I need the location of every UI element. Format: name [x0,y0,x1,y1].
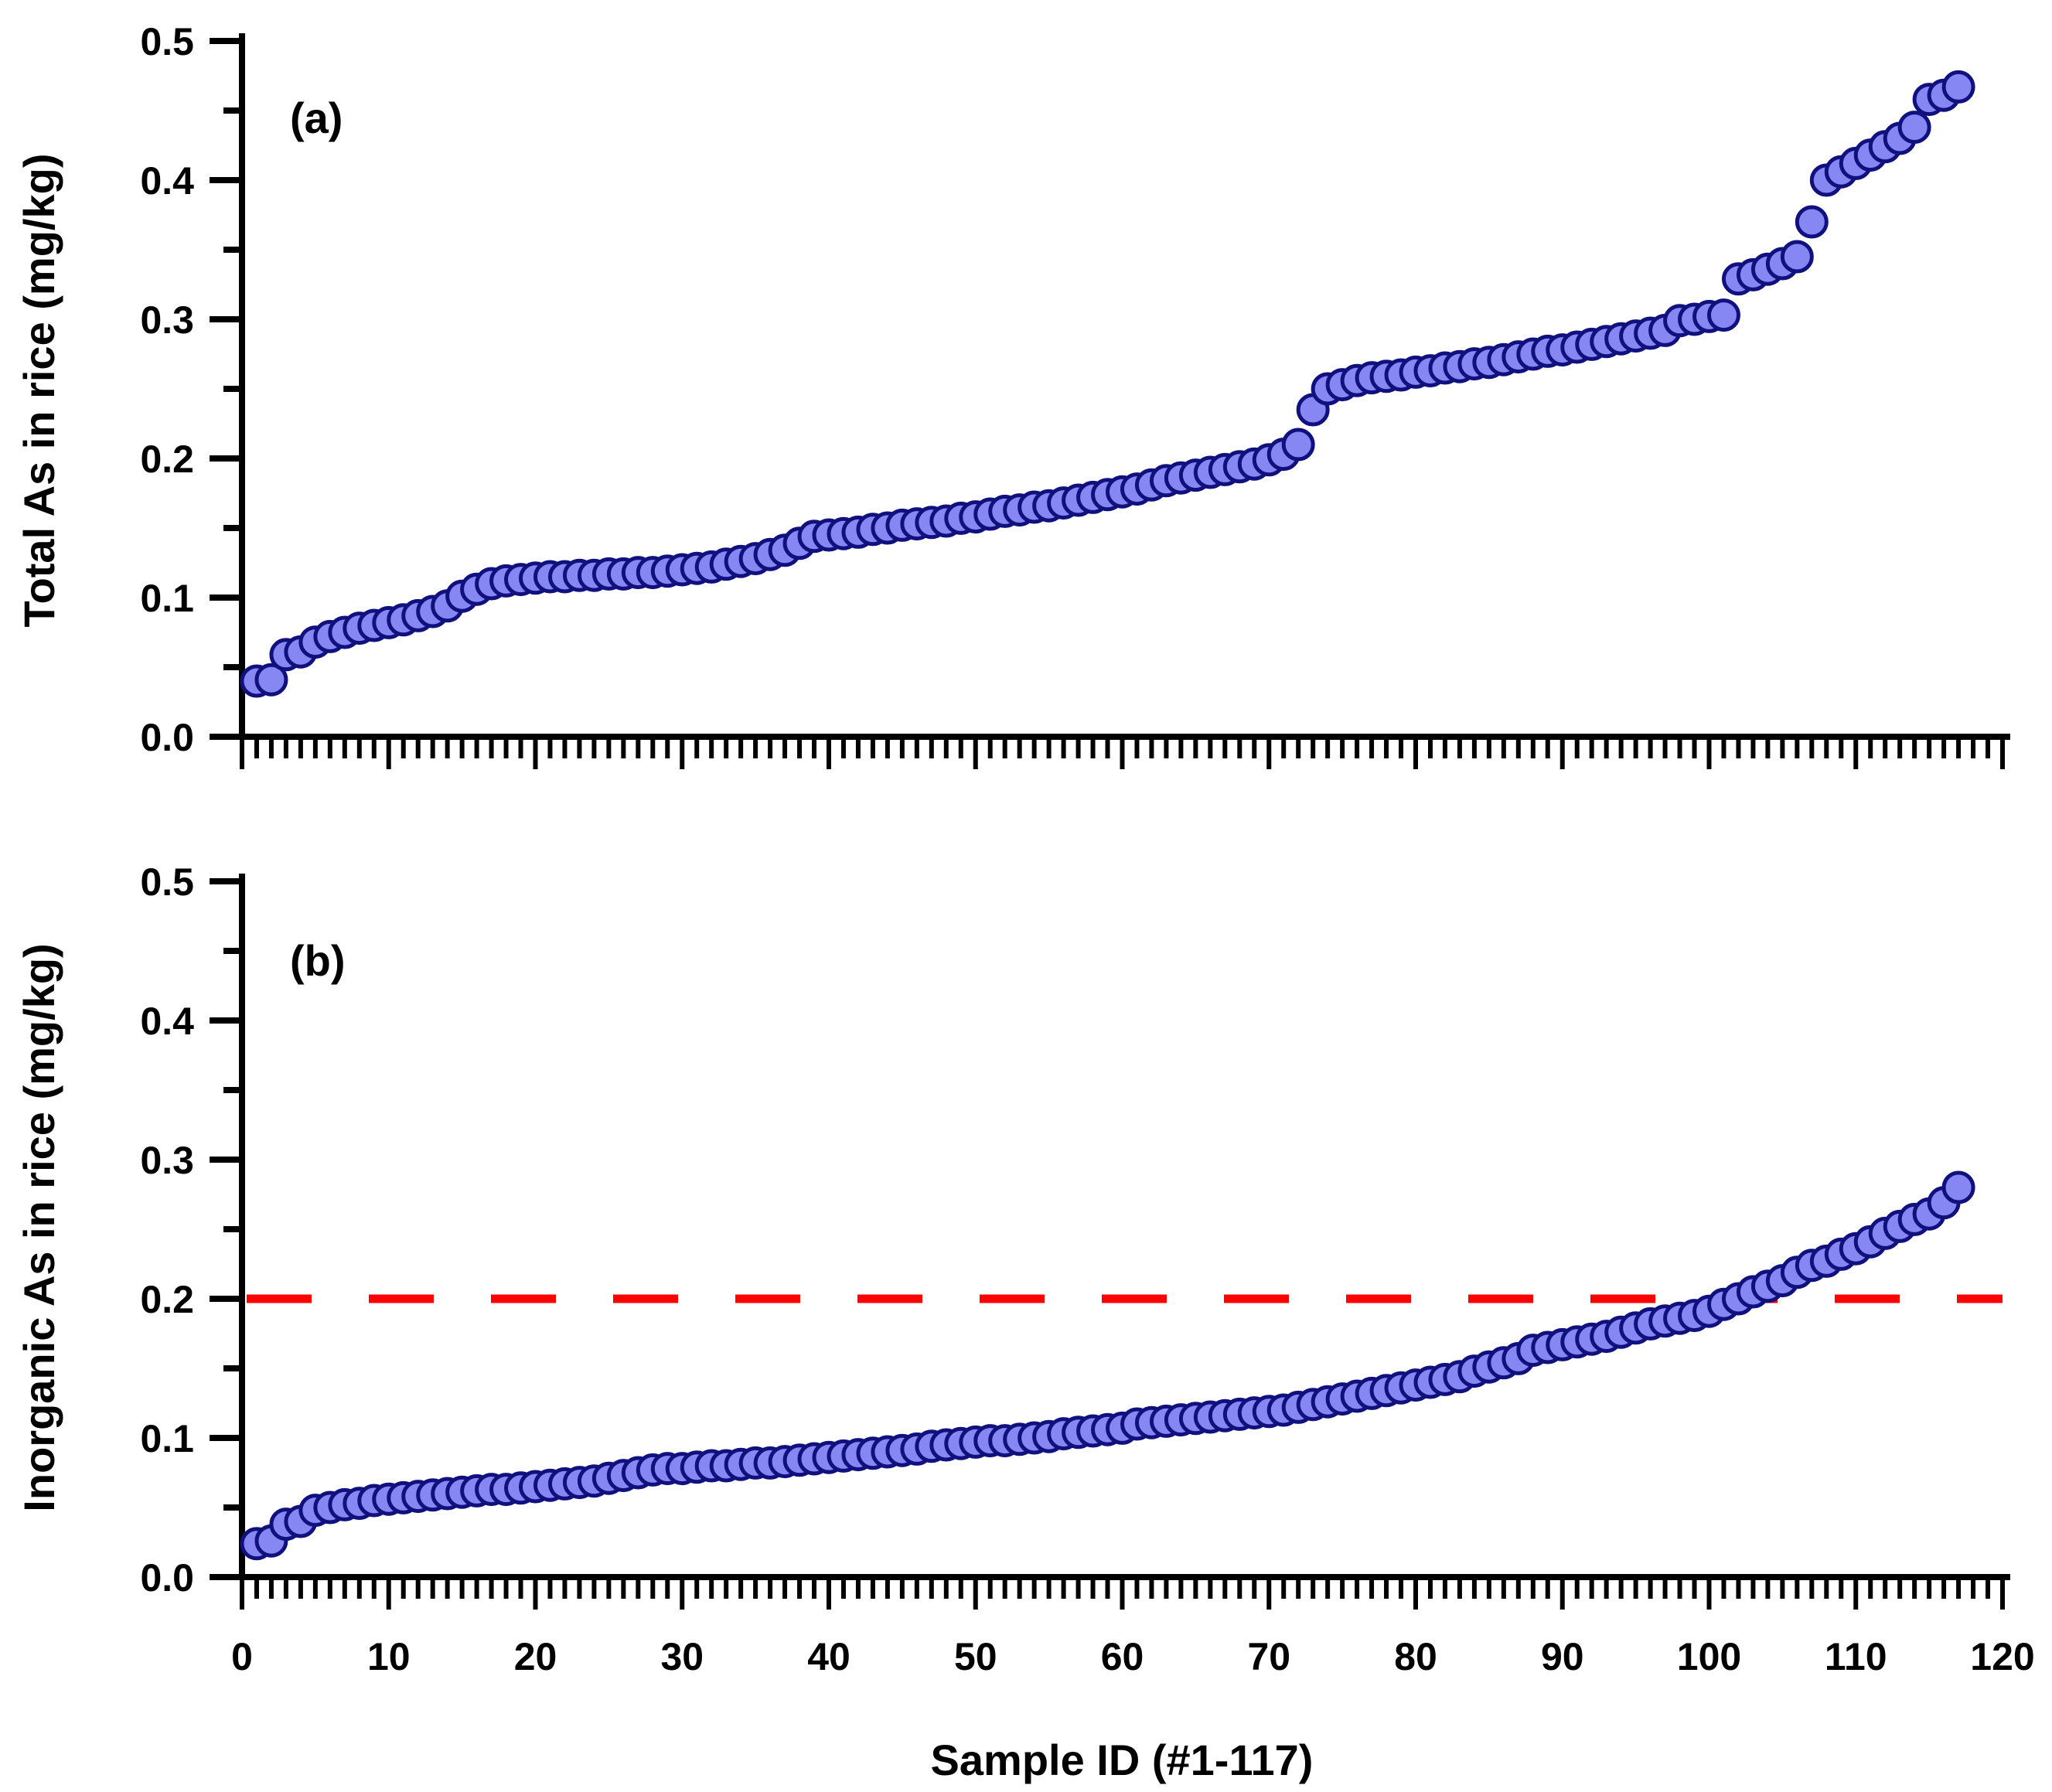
x-tick-label: 60 [1101,1635,1144,1678]
x-axis-title: Sample ID (#1-117) [931,1736,1314,1784]
x-tick-label: 110 [1825,1635,1887,1678]
x-tick-labels: 0 10 20 30 40 50 60 70 80 90 100 110 120 [231,1635,2035,1678]
y-tick-label: 0.0 [140,716,194,759]
y-tick-label: 0.2 [140,438,194,481]
y-tick-label: 0.1 [140,577,194,620]
data-point [1941,1170,1975,1204]
panel-b-axes: 0.0 0.1 0.2 0.3 0.4 0.5 [140,860,2010,1610]
x-tick-label: 10 [367,1635,411,1678]
data-point [1281,428,1315,462]
x-tick-label: 100 [1677,1635,1741,1678]
y-tick-label: 0.3 [140,298,194,342]
x-tick-label: 20 [514,1635,557,1678]
data-point [1897,111,1931,145]
y-tick-label: 0.4 [140,1000,194,1043]
panel-a: 0.0 0.1 0.2 0.3 0.4 0.5 (a) Total As in rice … [15,20,2010,769]
y-tick-label: 0.2 [140,1278,194,1321]
y-tick-label: 0.0 [140,1556,194,1600]
x-tick-label: 70 [1247,1635,1290,1678]
y-tick-label: 0.4 [140,159,194,203]
x-tick-label: 50 [954,1635,997,1678]
y-tick-label: 0.5 [140,860,194,904]
data-point [1706,298,1740,332]
x-tick-label: 80 [1394,1635,1437,1678]
panel-a-points [240,70,1975,698]
y-tick-label: 0.1 [140,1417,194,1460]
x-tick-label: 30 [660,1635,704,1678]
panel-b-points [240,1170,1975,1561]
panel-b: 0.0 0.1 0.2 0.3 0.4 0.5 (b) Inorganic As in r… [15,860,2010,1610]
y-tick-label: 0.3 [140,1139,194,1182]
panel-b-y-axis-title: Inorganic As in rice (mg/kg) [15,943,63,1511]
data-point [254,663,288,697]
data-point [1780,240,1814,274]
x-tick-label: 0 [231,1635,253,1678]
x-tick-label: 40 [807,1635,850,1678]
y-tick-label: 0.5 [140,20,194,63]
x-tick-label: 120 [1970,1635,2034,1678]
x-tick-label: 90 [1541,1635,1584,1678]
panel-a-label: (a) [290,94,343,142]
panel-b-label: (b) [290,936,346,985]
panel-a-axes: 0.0 0.1 0.2 0.3 0.4 0.5 [140,20,2010,769]
data-point [1941,70,1975,104]
data-point [1795,205,1829,239]
panel-a-y-axis-title: Total As in rice (mg/kg) [15,154,63,628]
